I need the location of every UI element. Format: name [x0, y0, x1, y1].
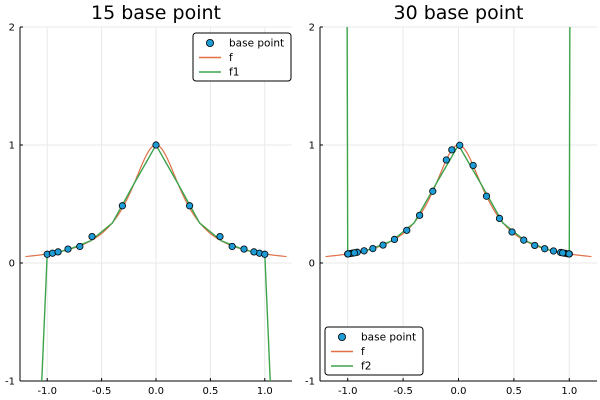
legend-label: f [361, 346, 365, 358]
x-tick-label: -1.0 [37, 386, 57, 397]
base-point-marker [469, 161, 477, 170]
legend: base point f f1 [192, 32, 292, 82]
panel-2: 30 base point -1.0 -0.5 0.0 0.5 1.0 -1 0 1 2 base … [305, 2, 597, 397]
base-point-marker [495, 214, 504, 222]
base-point-marker [531, 241, 539, 250]
base-point-marker [186, 202, 194, 210]
base-point-marker [350, 249, 358, 257]
base-point-marker [240, 245, 248, 253]
base-point-marker [216, 232, 224, 241]
legend-box [324, 326, 424, 376]
legend-label: f2 [361, 361, 371, 373]
y-tick-label: -1 [305, 377, 315, 388]
base-point-marker [360, 247, 368, 255]
legend-label: base point [229, 38, 284, 50]
base-point-marker [54, 248, 62, 256]
base-point-marker [118, 202, 126, 210]
plot-area [325, 27, 592, 258]
x-tick-label: -0.5 [393, 386, 413, 397]
base-point-marker [520, 236, 528, 244]
legend: base point f f2 [324, 326, 424, 376]
chart-title: 15 base point [91, 2, 221, 24]
x-tick-label: -1.0 [338, 386, 358, 397]
base-point-marker [448, 146, 456, 154]
base-point-marker [250, 248, 258, 256]
base-point-marker [549, 247, 558, 255]
y-tick-label: 1 [309, 141, 315, 152]
panel-1: 15 base point -1.0 -0.5 0.0 0.5 1.0 -1 0 1 2 base … [5, 2, 292, 397]
base-point-marker [429, 187, 437, 195]
base-point-marker [541, 245, 549, 253]
base-point-marker [261, 250, 269, 258]
base-point-marker [403, 226, 411, 234]
base-point-marker [88, 232, 96, 241]
base-point-marker [344, 250, 352, 258]
base-point-marker [76, 242, 84, 251]
legend-marker-base-point [205, 39, 214, 48]
y-tick-label: 1 [9, 141, 15, 152]
base-point-marker [64, 245, 72, 253]
y-tick-label: 2 [9, 23, 15, 34]
y-tick-label: 2 [309, 23, 315, 34]
legend-label: f1 [229, 67, 239, 79]
base-point-marker [379, 241, 387, 249]
base-point-marker [456, 141, 464, 149]
x-tick-label: 0.5 [202, 386, 218, 397]
x-tick-label: 0.5 [506, 386, 522, 397]
legend-label: base point [361, 332, 416, 344]
y-tick-label: -1 [5, 377, 15, 388]
base-point-marker [228, 242, 236, 251]
plot-area [25, 141, 287, 381]
x-tick-label: 1.0 [257, 386, 273, 397]
x-tick-label: -0.5 [92, 386, 112, 397]
y-tick-label: 0 [9, 259, 15, 270]
base-point-marker [152, 141, 160, 149]
chart-title: 30 base point [393, 2, 523, 24]
base-point-marker [442, 156, 450, 164]
base-point-marker [416, 211, 424, 219]
base-point-marker [482, 192, 491, 200]
base-point-marker [565, 250, 573, 258]
legend-box [192, 32, 292, 82]
x-tick-label: 0.0 [148, 386, 164, 397]
base-point-marker [390, 235, 399, 243]
legend-label: f [229, 52, 233, 64]
base-point-marker [559, 249, 567, 257]
x-tick-label: 1.0 [561, 386, 577, 397]
base-point-marker [508, 228, 516, 236]
legend-marker-base-point [337, 332, 346, 341]
base-point-marker [369, 245, 377, 253]
y-tick-label: 0 [309, 259, 315, 270]
x-tick-label: 0.0 [451, 386, 467, 397]
